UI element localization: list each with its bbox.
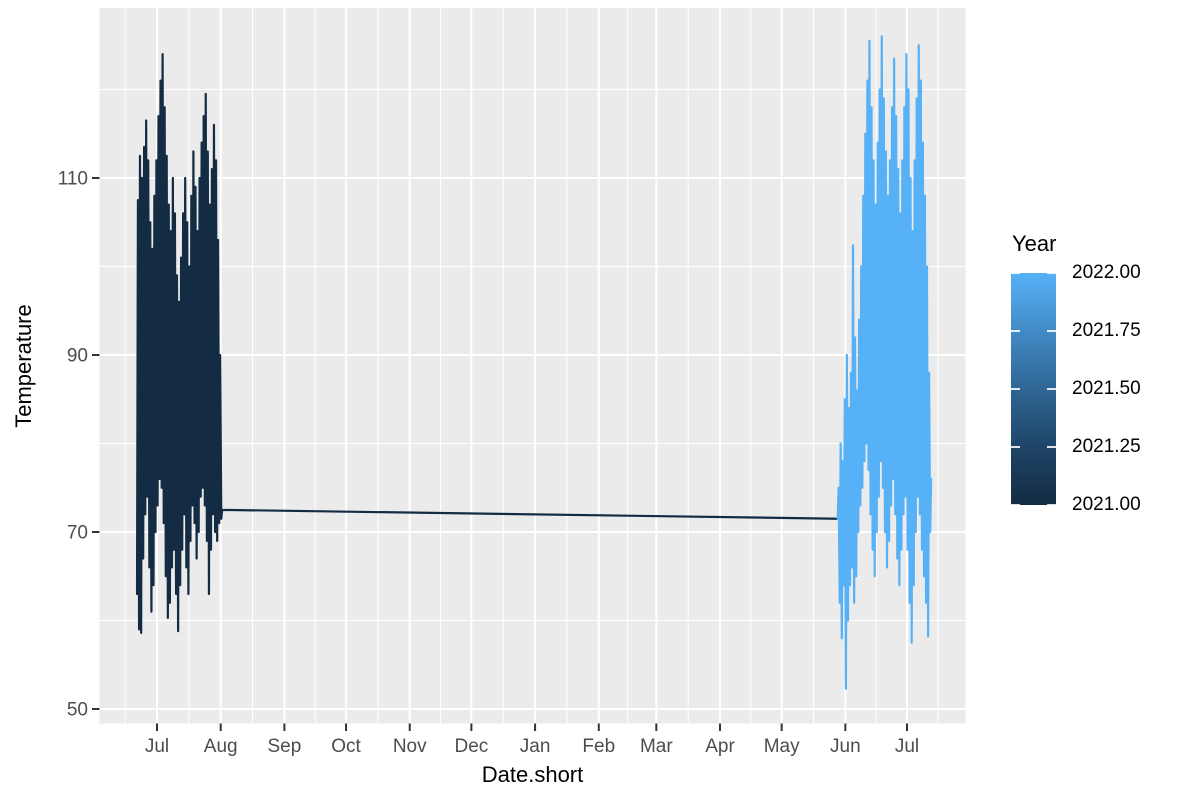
legend-colorbar-tick [1011, 446, 1020, 448]
legend-colorbar-tick [1011, 330, 1020, 332]
y-axis-labels: 110 90 70 50 [58, 169, 88, 721]
x-axis-title: Date.short [481, 762, 584, 787]
legend-label: 2021.00 [1072, 494, 1141, 515]
plot-panel [99, 8, 966, 724]
legend-label: 2021.25 [1072, 436, 1141, 457]
legend-label: 2022.00 [1072, 262, 1141, 283]
svg-text:Jun: Jun [830, 736, 861, 757]
legend-title: Year [1012, 231, 1057, 256]
legend-label: 2021.50 [1072, 378, 1141, 399]
svg-text:Aug: Aug [204, 736, 238, 757]
x-axis-ticks [156, 723, 908, 731]
legend-colorbar-tick [1011, 272, 1020, 274]
svg-text:Sep: Sep [267, 736, 301, 757]
x-axis-labels: Jul Aug Sep Oct Nov Dec Jan Feb Mar Apr May Jun Jul [145, 736, 919, 757]
svg-text:Mar: Mar [640, 736, 673, 757]
legend-colorbar-tick [1047, 446, 1056, 448]
svg-text:Nov: Nov [393, 736, 427, 757]
y-axis-ticks [92, 177, 100, 710]
minor-gridlines [99, 8, 966, 724]
series-2022-line [836, 35, 933, 690]
svg-text:Feb: Feb [582, 736, 615, 757]
legend: Year 2022.00 2021.75 2021.50 2021.25 202… [1011, 231, 1141, 515]
svg-text:Dec: Dec [454, 736, 488, 757]
y-axis-title: Temperature [11, 304, 36, 428]
svg-text:70: 70 [67, 523, 88, 544]
svg-text:50: 50 [67, 700, 88, 721]
svg-text:May: May [764, 736, 800, 757]
svg-text:Apr: Apr [705, 736, 735, 757]
svg-text:Oct: Oct [331, 736, 361, 757]
svg-text:90: 90 [67, 346, 88, 367]
svg-text:Jul: Jul [895, 736, 919, 757]
legend-colorbar-tick [1047, 388, 1056, 390]
legend-colorbar-tick [1047, 330, 1056, 332]
svg-text:110: 110 [58, 169, 88, 190]
legend-colorbar-tick [1047, 504, 1056, 506]
svg-text:Jan: Jan [520, 736, 551, 757]
legend-label: 2021.75 [1072, 320, 1141, 341]
legend-colorbar-tick [1011, 504, 1020, 506]
legend-colorbar: 2022.00 2021.75 2021.50 2021.25 2021.00 [1011, 262, 1141, 515]
series-2021-line [135, 53, 839, 634]
svg-text:Jul: Jul [145, 736, 169, 757]
legend-colorbar-tick [1047, 272, 1056, 274]
legend-colorbar-tick [1011, 388, 1020, 390]
